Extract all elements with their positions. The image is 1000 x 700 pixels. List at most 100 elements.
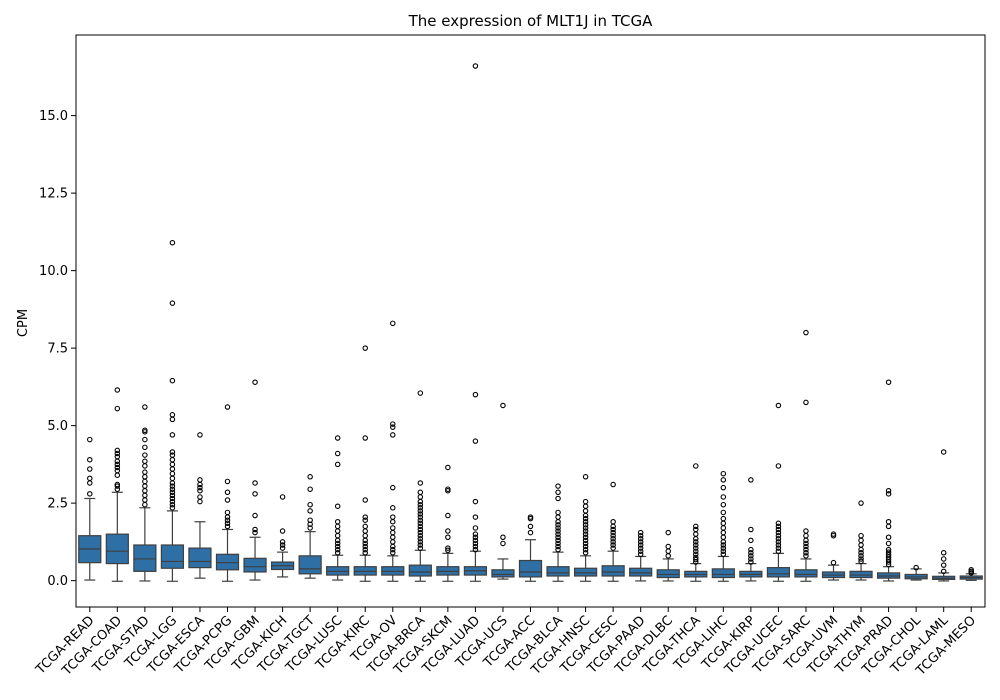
- outlier-point: [775, 532, 782, 539]
- box-tcga-skcm: [436, 464, 460, 582]
- outlier-point: [390, 421, 396, 427]
- outlier-point: [87, 491, 93, 497]
- outlier-point: [417, 517, 424, 523]
- outlier-point: [224, 497, 231, 503]
- outlier-point: [720, 542, 727, 548]
- outlier-point: [252, 529, 258, 536]
- outlier-point: [610, 539, 616, 545]
- outlier-point: [362, 514, 368, 520]
- outlier-point: [197, 432, 203, 438]
- y-axis-label: CPM: [16, 309, 31, 337]
- outlier-point: [748, 556, 754, 562]
- outlier-point: [748, 526, 754, 533]
- outlier-point: [252, 491, 258, 497]
- iqr-box: [188, 547, 212, 569]
- outlier-point: [637, 551, 644, 558]
- outlier-point: [858, 542, 864, 548]
- outlier-point: [582, 534, 589, 540]
- outlier-point: [169, 452, 176, 458]
- outlier-point: [610, 526, 616, 533]
- outlier-point: [775, 402, 782, 409]
- box-tcga-acc: [518, 514, 543, 582]
- outlier-point: [390, 534, 396, 540]
- outlier-point: [87, 456, 93, 463]
- box-tcga-hnsc: [573, 474, 598, 582]
- outlier-point: [885, 554, 892, 560]
- outlier-point: [555, 528, 561, 534]
- outlier-point: [830, 559, 837, 566]
- outlier-point: [885, 556, 892, 563]
- outlier-point: [114, 458, 121, 465]
- outlier-point: [582, 498, 589, 505]
- outlier-point: [885, 491, 892, 497]
- iqr-box: [518, 559, 543, 578]
- outlier-point: [279, 528, 286, 534]
- outlier-point: [417, 505, 424, 511]
- outlier-point: [885, 549, 892, 555]
- outlier-point: [169, 239, 176, 246]
- outlier-point: [775, 520, 782, 527]
- outlier-point: [142, 404, 148, 410]
- outlier-point: [307, 517, 313, 523]
- outlier-point: [472, 534, 479, 540]
- outlier-point: [693, 545, 699, 551]
- outlier-point: [693, 536, 699, 542]
- outlier-point: [803, 528, 809, 534]
- outlier-point: [582, 518, 589, 525]
- outlier-point: [693, 554, 699, 561]
- outlier-point: [582, 528, 589, 534]
- outlier-point: [940, 549, 947, 556]
- outlier-point: [252, 480, 258, 486]
- outlier-point: [693, 542, 699, 548]
- outlier-point: [885, 551, 892, 558]
- outlier-point: [307, 486, 313, 492]
- outlier-point: [693, 548, 699, 554]
- outlier-point: [390, 505, 396, 511]
- outlier-point: [390, 432, 396, 438]
- box-tcga-gbm: [243, 379, 267, 581]
- outlier-point: [748, 546, 754, 553]
- outlier-point: [362, 497, 368, 503]
- outlier-point: [142, 463, 148, 469]
- box-tcga-cesc: [601, 481, 625, 582]
- iqr-box: [243, 557, 267, 573]
- outlier-point: [527, 523, 534, 530]
- outlier-point: [665, 553, 671, 559]
- outlier-point: [169, 486, 176, 492]
- outlier-point: [390, 484, 396, 491]
- outlier-point: [362, 435, 368, 441]
- outlier-point: [362, 540, 368, 547]
- outlier-point: [500, 534, 506, 540]
- outlier-point: [197, 494, 203, 500]
- outlier-point: [665, 548, 671, 554]
- outlier-point: [693, 523, 699, 530]
- outlier-point: [390, 549, 396, 556]
- outlier-point: [555, 543, 561, 550]
- outlier-point: [720, 494, 727, 500]
- outlier-point: [445, 545, 451, 551]
- outlier-point: [169, 466, 176, 472]
- outlier-point: [968, 567, 974, 573]
- outlier-point: [610, 542, 616, 548]
- outlier-point: [472, 63, 479, 69]
- outlier-point: [417, 494, 424, 500]
- outlier-point: [720, 520, 727, 527]
- box-tcga-lusc: [326, 435, 350, 581]
- outlier-point: [334, 523, 341, 530]
- outlier-point: [500, 540, 506, 547]
- outlier-point: [885, 546, 892, 553]
- outlier-point: [637, 536, 644, 542]
- outlier-point: [307, 508, 313, 514]
- outlier-point: [362, 546, 368, 553]
- outlier-point: [803, 329, 809, 336]
- outlier-point: [252, 512, 258, 519]
- outlier-point: [582, 515, 589, 522]
- outlier-point: [417, 489, 424, 496]
- outlier-point: [334, 450, 341, 457]
- outlier-point: [362, 528, 368, 534]
- outlier-point: [114, 481, 121, 488]
- outlier-point: [637, 545, 644, 551]
- outlier-point: [142, 474, 148, 480]
- outlier-point: [417, 529, 424, 536]
- outlier-point: [775, 523, 782, 530]
